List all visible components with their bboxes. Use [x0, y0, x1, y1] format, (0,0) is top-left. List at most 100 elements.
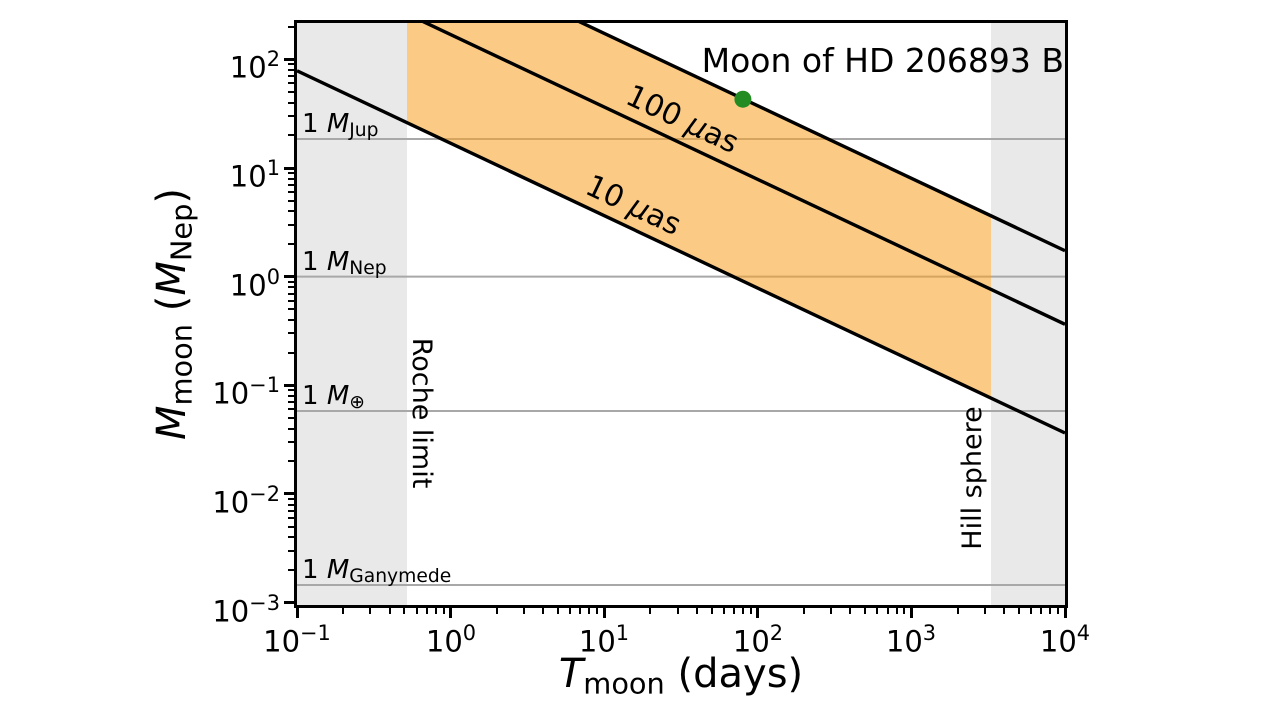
- x-minor-tick: [983, 608, 986, 614]
- y-axis-symbol: M: [149, 405, 195, 441]
- y-tick-label-10e-2: 10−2: [212, 482, 280, 520]
- y-minor-tick: [288, 525, 294, 528]
- x-minor-tick: [876, 608, 879, 614]
- x-minor-tick: [388, 608, 391, 614]
- excluded-region-1: [991, 23, 1065, 605]
- x-minor-tick: [886, 608, 889, 614]
- x-axis-symbol-subscript: moon: [583, 666, 665, 701]
- y-minor-tick: [288, 503, 294, 506]
- x-minor-tick: [1002, 608, 1005, 614]
- x-minor-tick: [733, 608, 735, 614]
- y-minor-tick: [288, 63, 294, 66]
- x-minor-tick: [849, 608, 852, 614]
- signal-line-0: [578, 23, 1065, 253]
- y-minor-tick: [288, 308, 294, 311]
- x-minor-tick: [830, 608, 833, 614]
- y-minor-tick: [288, 68, 294, 71]
- x-minor-tick: [1029, 608, 1032, 614]
- x-major-tick: [909, 608, 913, 618]
- y-minor-tick: [288, 82, 294, 85]
- data-point: [734, 90, 752, 108]
- x-minor-tick: [369, 608, 372, 614]
- x-minor-tick: [403, 608, 406, 614]
- y-tick-label-10e2: 102: [229, 47, 280, 85]
- x-minor-tick: [1040, 608, 1043, 614]
- signal-line-1: [422, 23, 1065, 326]
- x-axis-symbol: T: [558, 651, 584, 697]
- x-minor-tick: [903, 608, 906, 614]
- x-minor-tick: [522, 608, 525, 614]
- data-point-annotation: Moon of HD 206893 B: [701, 41, 1064, 80]
- y-minor-tick: [288, 549, 294, 552]
- x-minor-tick: [495, 608, 498, 614]
- y-major-tick: [284, 383, 294, 387]
- y-minor-tick: [288, 417, 294, 419]
- x-minor-tick: [864, 608, 867, 614]
- y-minor-tick: [288, 210, 294, 213]
- detectability-band: [407, 23, 991, 399]
- y-minor-tick: [288, 292, 294, 295]
- x-minor-tick: [695, 608, 698, 614]
- y-minor-tick: [288, 191, 294, 194]
- y-minor-tick: [288, 223, 294, 226]
- x-minor-tick: [415, 608, 418, 614]
- y-minor-tick: [288, 177, 294, 180]
- y-axis-unit-open: (: [149, 295, 195, 324]
- x-minor-tick: [557, 608, 559, 614]
- y-major-tick: [284, 57, 294, 61]
- y-minor-tick: [288, 75, 294, 78]
- x-major-tick: [449, 608, 453, 618]
- x-minor-tick: [1057, 608, 1059, 614]
- y-minor-tick: [288, 280, 294, 283]
- x-major-tick: [1063, 608, 1067, 618]
- y-axis-label: Mmoon (MNep): [148, 132, 199, 496]
- x-minor-tick: [596, 608, 599, 614]
- y-tick-label-10e0: 100: [229, 265, 280, 303]
- x-minor-tick: [649, 608, 652, 614]
- y-minor-tick: [288, 183, 294, 186]
- y-major-tick: [284, 492, 294, 496]
- y-minor-tick: [288, 460, 294, 463]
- x-minor-tick: [710, 608, 713, 614]
- y-minor-tick: [288, 91, 294, 93]
- x-tick-label-10e0: 100: [425, 621, 477, 659]
- y-axis-unit-symbol: M: [149, 261, 195, 296]
- y-major-tick: [284, 601, 294, 605]
- x-axis-unit: (days): [664, 651, 804, 697]
- y-minor-tick: [288, 332, 294, 335]
- y-major-tick: [284, 166, 294, 170]
- y-minor-tick: [288, 199, 294, 202]
- x-axis-label: Tmoon (days): [431, 650, 931, 707]
- y-minor-tick: [288, 115, 294, 118]
- x-minor-tick: [741, 608, 744, 614]
- y-minor-tick: [288, 509, 294, 512]
- x-tick-label-10e2: 102: [732, 621, 784, 659]
- x-minor-tick: [442, 608, 445, 614]
- y-minor-tick: [288, 25, 294, 28]
- y-minor-tick: [288, 286, 294, 289]
- x-minor-tick: [434, 608, 437, 614]
- x-minor-tick: [342, 608, 345, 614]
- x-minor-tick: [722, 608, 725, 614]
- x-minor-tick: [569, 608, 572, 614]
- plot-canvas: [297, 23, 1065, 605]
- y-tick-label-10e-1: 10−1: [212, 373, 280, 411]
- x-tick-label-10e4: 104: [1039, 621, 1091, 659]
- y-minor-tick: [288, 299, 294, 302]
- y-axis-unit-close: ): [149, 187, 195, 204]
- y-axis-symbol-subscript: moon: [164, 323, 199, 406]
- y-minor-tick: [288, 536, 294, 539]
- y-minor-tick: [288, 134, 294, 137]
- x-minor-tick: [1049, 608, 1052, 614]
- excluded-region-0: [297, 23, 407, 605]
- y-major-tick: [284, 275, 294, 279]
- signal-line-2: [297, 69, 1065, 435]
- y-axis-unit-subscript: Nep: [164, 203, 199, 262]
- x-tick-label-10e1: 101: [578, 621, 630, 659]
- x-minor-tick: [1017, 608, 1020, 614]
- y-minor-tick: [288, 408, 294, 411]
- x-minor-tick: [542, 608, 545, 614]
- y-minor-tick: [288, 427, 294, 430]
- y-minor-tick: [288, 318, 294, 321]
